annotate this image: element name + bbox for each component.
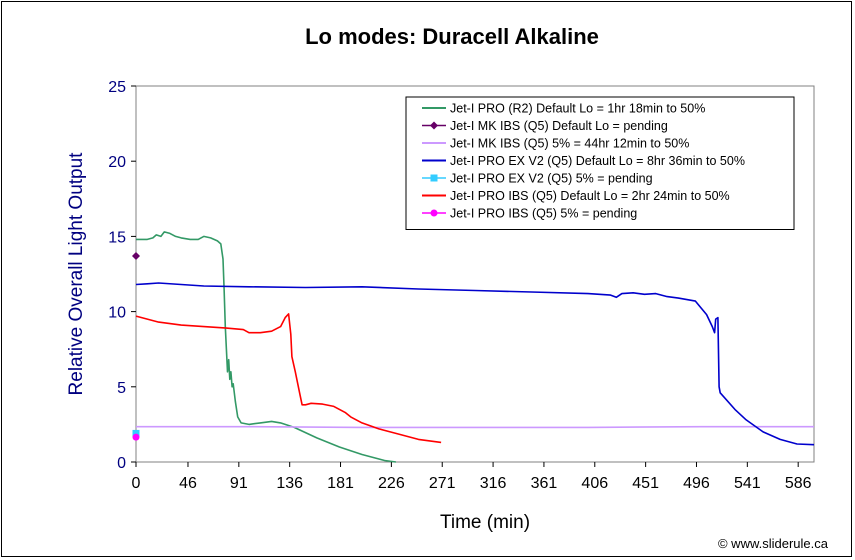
legend-entry-label: Jet-I MK IBS (Q5) 5% = 44hr 12min to 50% (450, 137, 689, 151)
x-tick-label: 451 (632, 475, 659, 492)
legend-entry-label: Jet-I PRO EX V2 (Q5) Default Lo = 8hr 36… (450, 154, 745, 168)
series-layer (132, 231, 815, 463)
chart-legend: Jet-I PRO (R2) Default Lo = 1hr 18min to… (405, 96, 795, 230)
x-axis-ticks: 0 46 91 136 181 226 271 316 361 406 451 496 541 586 (132, 462, 812, 492)
x-axis-label: Time (min) (440, 512, 530, 533)
legend-entry-label: Jet-I PRO IBS (Q5) Default Lo = 2hr 24mi… (450, 189, 730, 203)
x-tick-label: 316 (480, 475, 507, 492)
x-tick-label: 271 (429, 475, 456, 492)
y-tick-label: 10 (108, 305, 126, 322)
series-point-7 (132, 433, 140, 441)
y-axis-ticks: 0 5 10 15 20 25 (108, 79, 136, 472)
legend-box (405, 96, 795, 230)
y-tick-label: 20 (108, 154, 126, 171)
series-line-6 (135, 313, 442, 444)
legend-entry-label: Jet-I PRO EX V2 (Q5) 5% = pending (450, 172, 653, 186)
y-tick-label: 5 (117, 380, 126, 397)
x-tick-label: 0 (132, 475, 141, 492)
x-tick-label: 91 (230, 475, 248, 492)
y-tick-label: 15 (108, 229, 126, 246)
series-point-2 (132, 251, 140, 260)
legend-swatch-marker (430, 174, 438, 182)
x-tick-label: 406 (581, 475, 608, 492)
series-line-4 (135, 282, 815, 446)
x-tick-label: 496 (683, 475, 710, 492)
x-tick-label: 46 (179, 475, 197, 492)
y-tick-label: 25 (108, 79, 126, 96)
x-tick-label: 136 (276, 475, 303, 492)
x-tick-label: 226 (378, 475, 405, 492)
legend-swatch-marker (430, 209, 438, 217)
series-line-1 (136, 231, 397, 463)
legend-entry-label: Jet-I PRO (R2) Default Lo = 1hr 18min to… (450, 102, 705, 116)
series-point-5 (132, 429, 140, 437)
legend-swatch-marker (430, 121, 438, 130)
legend-entry-label: Jet-I PRO IBS (Q5) 5% = pending (450, 207, 637, 221)
x-tick-label: 586 (785, 475, 812, 492)
x-tick-label: 181 (327, 475, 354, 492)
y-axis-label: Relative Overall Light Output (66, 152, 87, 396)
y-tick-label: 0 (117, 455, 126, 472)
x-tick-label: 361 (531, 475, 558, 492)
legend-entry-label: Jet-I MK IBS (Q5) Default Lo = pending (450, 119, 668, 133)
series-line-3 (136, 425, 814, 429)
chart-title: Lo modes: Duracell Alkaline (305, 24, 599, 49)
x-tick-label: 541 (734, 475, 761, 492)
credit-text: © www.sliderule.ca (718, 536, 829, 551)
